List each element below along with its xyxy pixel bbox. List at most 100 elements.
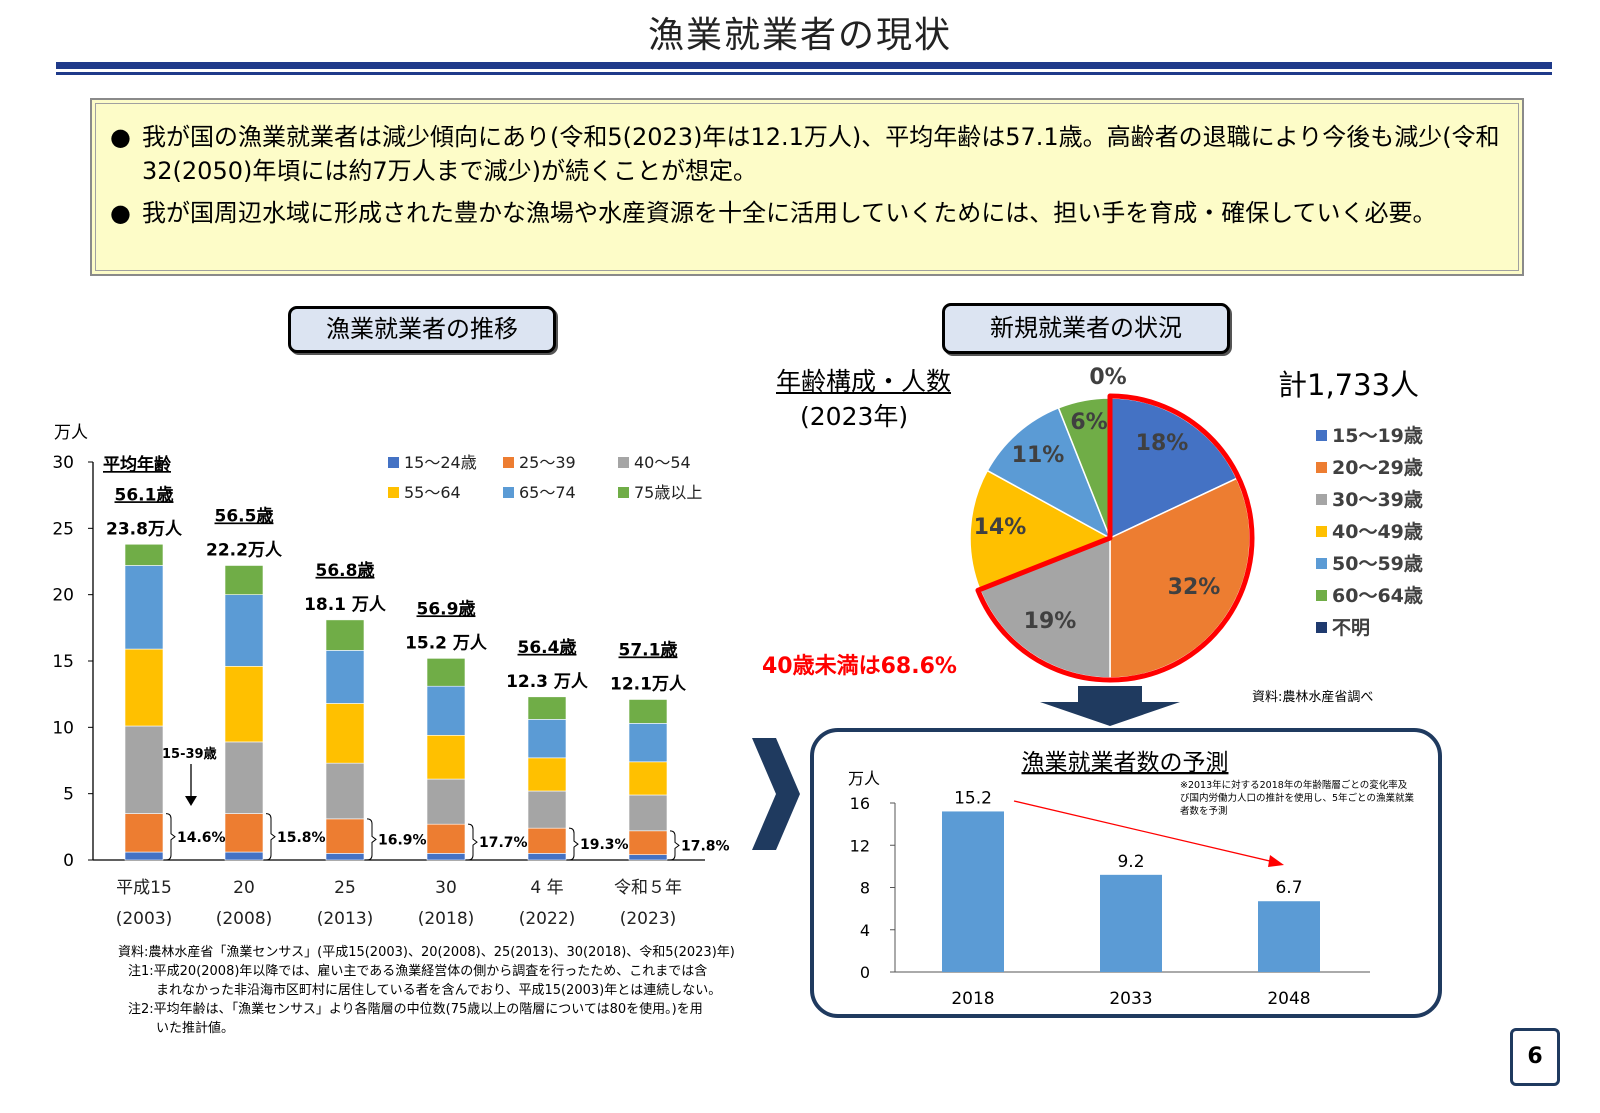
x-year-label: (2008) [216,909,273,929]
forecast-bar [1258,901,1320,972]
bar-segment [426,853,466,861]
share-15-39-label: 15.8% [277,830,326,846]
bar-segment [124,565,164,650]
pie-value-label: 11% [1012,443,1065,468]
bar-segment [628,699,668,724]
bar-segment [628,761,668,796]
title-rule-thin [56,72,1552,75]
forecast-x-label: 2033 [1109,989,1152,1009]
under40-highlight [975,393,1255,683]
bar-segment [224,565,264,595]
x-year-label: (2003) [116,909,173,929]
summary-bullet-2: ● 我が国周辺水域に形成された豊かな漁場や水産資源を十全に活用していくためには、… [110,196,1500,230]
pie-value-label: 18% [1136,431,1189,456]
legend-label: 40〜49歳 [1332,521,1423,543]
x-category-label: 30 [435,878,457,898]
left-section-title: 漁業就業者の推移 [288,306,556,353]
under40-label: 40歳未満は68.6% [762,654,957,679]
bar-segment [426,734,466,780]
bar-segment [224,666,264,743]
title-rule-thick [56,62,1552,69]
forecast-title: 漁業就業者数の予測 [1022,750,1229,776]
pie-value-label: 14% [974,515,1027,540]
legend-label: 50〜59歳 [1332,553,1423,575]
forecast-box [810,728,1442,1018]
x-year-label: (2023) [620,909,677,929]
legend-swatch [388,487,399,498]
total-label: 23.8万人 [106,519,183,539]
left-legend: 15〜24歳 25〜39 40〜54 55〜64 65〜74 75歳以上 [388,453,702,502]
avg-age-header: 平均年齢 [103,454,172,475]
forecast-y-tick-label: 0 [860,963,870,982]
bar-segment [124,851,164,861]
left-y-axis: 万人 0 5 10 15 20 25 30 [52,423,705,871]
legend-label: 15〜19歳 [1332,425,1423,447]
total-label: 18.1 万人 [304,595,387,615]
x-category-label: 25 [334,878,356,898]
legend-swatch [1316,526,1327,537]
avg-age-label: 56.4歳 [518,637,577,658]
bar-segment [527,719,567,759]
share-15-39-label: 16.9% [378,832,427,848]
bar-segment [527,790,567,829]
legend-label: 60〜64歳 [1332,585,1423,607]
total-label: 12.3 万人 [506,672,589,692]
forecast-x-label: 2018 [951,989,994,1009]
y-tick-label: 30 [52,453,74,473]
annotation-arrow-head-icon [185,796,197,806]
total-label: 計1,733人 [1278,368,1420,402]
left-sources: 資料:農林水産省「漁業センサス」(平成15(2003)、20(2008)、25(… [118,943,768,1038]
forecast-x-label: 2048 [1267,989,1310,1009]
forecast-bar [1100,874,1162,972]
right-section-title: 新規就業者の状況 [942,303,1230,354]
legend-swatch [1316,622,1327,633]
avg-age-label: 56.1歳 [115,484,174,505]
pie-value-label: 6% [1070,410,1107,435]
forecast-bars: 15.2 2018 9.2 2033 6.7 2048 [942,788,1320,1009]
forecast-value-label: 6.7 [1275,878,1302,898]
legend-label: 15〜24歳 [404,453,477,472]
share-bracket [467,823,478,861]
y-axis-unit: 万人 [54,423,88,443]
bar-segment [325,818,365,854]
pie-source: 資料:農林水産省調べ [1252,690,1374,705]
forecast-y-tick-label: 16 [850,794,870,813]
bar-segment [325,619,365,651]
bar-segment [628,723,668,763]
bar-segment [224,851,264,861]
share-15-39-label: 14.6% [177,830,226,846]
bullet-icon: ● [110,199,131,227]
bar-segment [628,830,668,855]
bar-segment [224,741,264,814]
bar-segment [325,853,365,861]
bar-segment [124,725,164,814]
summary-box: ● 我が国の漁業就業者は減少傾向にあり(令和5(2023)年は12.1万人)、平… [90,98,1524,276]
bar-segment [124,813,164,853]
legend-label: 20〜29歳 [1332,457,1423,479]
legend-swatch [503,487,514,498]
forecast-y-tick-label: 12 [850,836,870,855]
legend-swatch [388,457,399,468]
legend-swatch [503,457,514,468]
legend-swatch [1316,430,1327,441]
forecast-value-label: 9.2 [1117,852,1144,872]
y-tick-label: 15 [52,652,74,672]
avg-age-label: 56.9歳 [417,598,476,619]
legend-swatch [1316,590,1327,601]
note-line: 注1:平成20(2008)年以降では、雇い主である漁業経営体の側から調査を行った… [128,964,708,979]
x-category-label: 令和５年 [614,878,682,898]
bar-segment [124,648,164,727]
bar-segment [628,854,668,861]
bullet-icon: ● [110,123,131,151]
avg-age-label: 56.8歳 [316,560,375,581]
pie-slices [969,393,1255,683]
forecast-value-label: 15.2 [954,788,992,808]
x-category-label: 平成15 [116,878,172,898]
pie-value-label: 32% [1168,575,1221,600]
year-label: (2023年) [800,402,909,431]
bar-segment [628,794,668,832]
legend-label: 不明 [1332,617,1370,639]
avg-age-label: 57.1歳 [619,639,678,660]
note-line: いた推計値。 [156,1021,235,1036]
bar-segment [527,696,567,720]
